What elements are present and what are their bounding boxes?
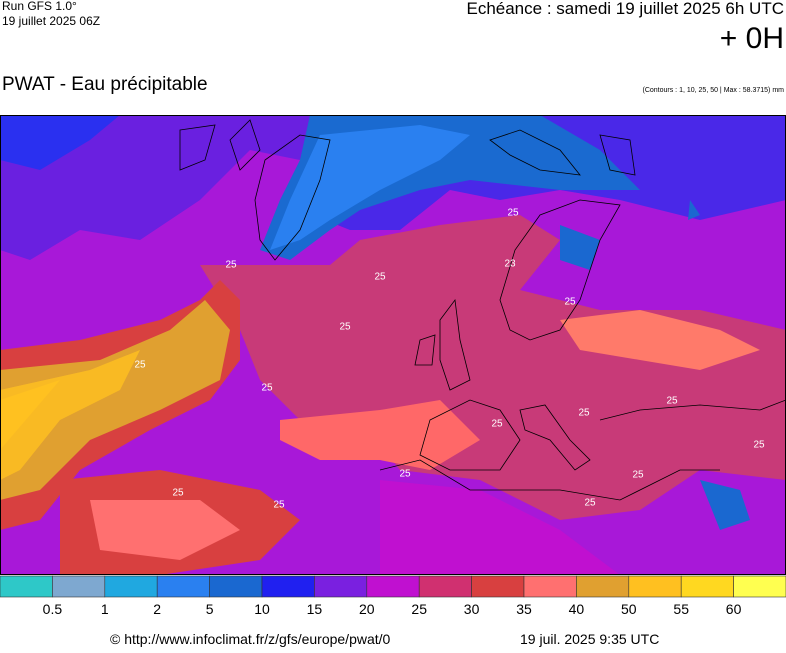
- contour-label: 25: [374, 272, 386, 283]
- contour-label: 23: [504, 259, 516, 270]
- contour-label: 25: [584, 498, 596, 509]
- contour-label: 25: [507, 208, 519, 219]
- contour-label: 25: [753, 440, 765, 451]
- legend-swatch: [261, 575, 315, 598]
- legend-label: 35: [516, 601, 532, 617]
- run: Run GFS 1.0°: [2, 0, 77, 13]
- legend-swatch: [523, 575, 577, 598]
- contour-label: 25: [172, 488, 184, 499]
- legend-label: 25: [411, 601, 427, 617]
- legend-swatch: [104, 575, 158, 598]
- legend-label: 20: [359, 601, 375, 617]
- contour-label: 25: [261, 383, 273, 394]
- legend-swatch: [733, 575, 786, 598]
- legend-swatch: [314, 575, 368, 598]
- legend-label: 10: [254, 601, 270, 617]
- valid-time: Echéance : samedi 19 juillet 2025 6h UTC: [466, 0, 784, 18]
- legend-label: 50: [621, 601, 637, 617]
- legend-swatch: [209, 575, 263, 598]
- contours-note: (Contours : 1, 10, 25, 50 | Max : 58.371…: [643, 87, 785, 94]
- contour-label: 25: [491, 419, 503, 430]
- legend-swatch: [366, 575, 420, 598]
- legend-label: 2: [153, 601, 161, 617]
- legend-label: 0.5: [43, 601, 63, 617]
- legend-label: 40: [569, 601, 585, 617]
- contour-label: 25: [339, 322, 351, 333]
- contour-label: 25: [134, 360, 146, 371]
- legend-label: 5: [206, 601, 214, 617]
- contour-label: 25: [632, 470, 644, 481]
- legend-label: 15: [307, 601, 323, 617]
- title: PWAT - Eau précipitable: [2, 74, 208, 95]
- legend-swatch: [0, 575, 53, 598]
- legend-label: 30: [464, 601, 480, 617]
- generated-time: 19 juil. 2025 9:35 UTC: [520, 631, 659, 647]
- map: 25 25 25 23 25 25 25 25 25 25 25 25 25 25 25 25 25: [0, 115, 786, 575]
- contour-label: 25: [666, 396, 678, 407]
- source-url: © http://www.infoclimat.fr/z/gfs/europe/…: [110, 631, 391, 647]
- run-date: 19 juillet 2025 06Z: [2, 14, 100, 28]
- legend: 0.5 1 2 5 10 15 20 25 30 35 40 50 55 60: [0, 575, 786, 617]
- legend-swatch: [52, 575, 106, 598]
- legend-swatch: [628, 575, 682, 598]
- contour-label: 25: [273, 500, 285, 511]
- contour-label: 25: [564, 297, 576, 308]
- legend-swatch: [156, 575, 210, 598]
- contour-label: 25: [578, 408, 590, 419]
- contour-label: 25: [399, 469, 411, 480]
- lead-time: + 0H: [720, 22, 784, 55]
- legend-label: 1: [101, 601, 109, 617]
- legend-swatch: [576, 575, 630, 598]
- legend-swatch: [680, 575, 734, 598]
- legend-label: 60: [726, 601, 742, 617]
- legend-swatch: [471, 575, 525, 598]
- legend-swatch: [418, 575, 472, 598]
- contour-label: 25: [225, 260, 237, 271]
- legend-label: 55: [673, 601, 689, 617]
